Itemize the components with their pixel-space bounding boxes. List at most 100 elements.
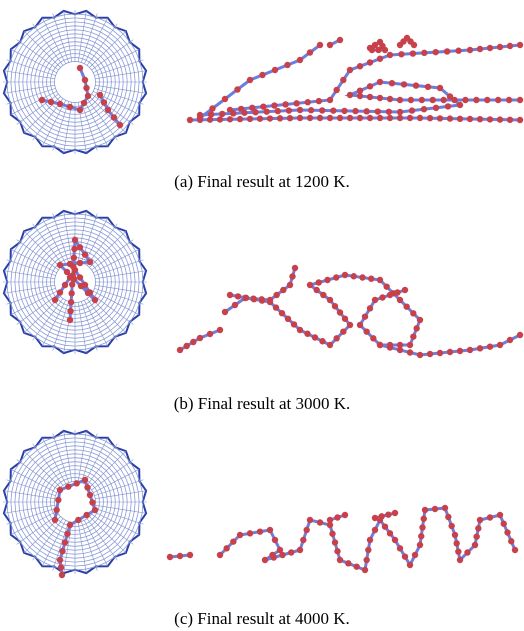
atom (285, 316, 291, 322)
atom (87, 492, 93, 498)
chain-bond (230, 275, 420, 345)
atom (378, 513, 384, 519)
atom (517, 332, 523, 338)
atom (337, 37, 343, 43)
atom (232, 302, 238, 308)
atom (57, 101, 63, 107)
atom (62, 539, 68, 545)
atom (497, 44, 503, 50)
caption: (a) Final result at 1200 K. (174, 172, 350, 191)
atom (386, 109, 392, 115)
atom (457, 116, 463, 122)
atom (267, 115, 273, 121)
atom (297, 327, 303, 333)
atom (422, 507, 428, 513)
atom (247, 116, 253, 122)
atom (517, 117, 523, 123)
atom (506, 97, 512, 103)
atom (473, 533, 479, 539)
atom (379, 294, 385, 300)
atom (251, 296, 257, 302)
atom (227, 292, 233, 298)
atom (289, 273, 295, 279)
atom (397, 545, 403, 551)
atom (382, 47, 388, 53)
atom (413, 82, 419, 88)
atom (105, 107, 111, 113)
atom (451, 97, 457, 103)
atom (407, 115, 413, 121)
atom (257, 528, 263, 534)
atom (495, 97, 501, 103)
atom (475, 525, 481, 531)
atom (87, 259, 93, 265)
atom (407, 349, 413, 355)
atom (387, 115, 393, 121)
atom (327, 342, 333, 348)
atom (291, 321, 297, 327)
atom (512, 547, 518, 553)
atom (223, 545, 229, 551)
atom (487, 116, 493, 122)
atom (330, 107, 336, 113)
atom (447, 115, 453, 121)
atom (57, 289, 63, 295)
atom (362, 313, 368, 319)
atom (62, 282, 68, 288)
atom (83, 85, 89, 91)
caption: (c) Final result at 4000 K. (174, 609, 350, 628)
atom (397, 109, 403, 115)
atom (342, 272, 348, 278)
atom (507, 43, 513, 49)
atom (267, 527, 273, 533)
atom (307, 517, 313, 523)
atom (419, 524, 425, 530)
atom (282, 101, 288, 107)
atom (421, 50, 427, 56)
atom (407, 562, 413, 568)
atom (353, 563, 359, 569)
atom (89, 499, 95, 505)
atom (392, 537, 398, 543)
atom (234, 86, 240, 92)
atom (69, 281, 75, 287)
atom (367, 59, 373, 65)
atom (247, 77, 253, 83)
atom (67, 317, 73, 323)
atom (377, 95, 383, 101)
atom (363, 328, 369, 334)
atom (387, 96, 393, 102)
atom (333, 274, 339, 280)
atom (517, 42, 523, 48)
atom (337, 309, 343, 315)
atom (327, 97, 333, 103)
atom (73, 480, 79, 486)
atom (39, 97, 45, 103)
atom (305, 99, 311, 105)
atom (472, 542, 478, 548)
atom (497, 116, 503, 122)
atom (517, 97, 523, 103)
atom (297, 547, 303, 553)
atom (375, 47, 381, 53)
atom (340, 328, 346, 334)
atom (52, 517, 58, 523)
atom (408, 97, 414, 103)
atom (497, 342, 503, 348)
atom (83, 512, 89, 518)
atom (97, 92, 103, 98)
atom (75, 517, 81, 523)
atom (272, 537, 278, 543)
atom (333, 335, 339, 341)
atom (324, 277, 330, 283)
atom (357, 93, 363, 99)
atom (279, 310, 285, 316)
atom (68, 299, 74, 305)
atom (453, 540, 459, 546)
atom (177, 347, 183, 353)
caption: (b) Final result at 3000 K. (174, 394, 351, 413)
atom (277, 115, 283, 121)
atom (410, 333, 416, 339)
atom (437, 115, 443, 121)
atom (187, 117, 193, 123)
